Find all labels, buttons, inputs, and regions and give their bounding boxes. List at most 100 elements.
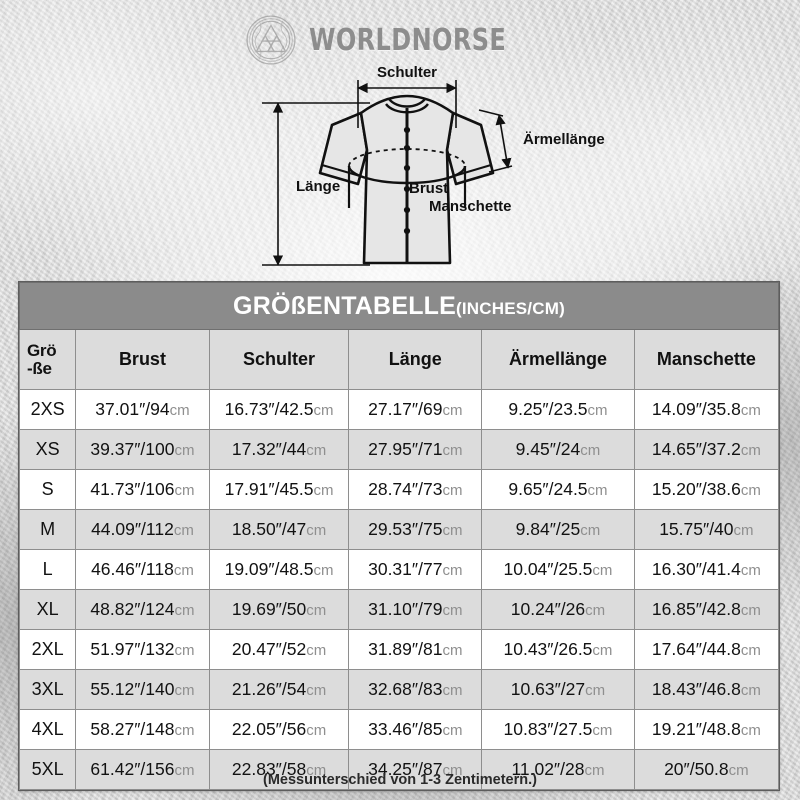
unit-shoulder: cm: [306, 722, 327, 739]
value-length: 28.74″/73: [368, 479, 443, 499]
cell-cuff: 19.21″/48.8cm: [633, 709, 780, 750]
unit-sleeve: cm: [584, 762, 605, 779]
cell-sleeve: 10.04″/25.5cm: [481, 549, 635, 590]
table-row: L 46.46″/118cm 19.09″/48.5cm 30.31″/77cm 10.…: [18, 549, 780, 590]
cell-sleeve: 10.43″/26.5cm: [481, 629, 635, 670]
cell-length: 30.31″/77cm: [348, 549, 483, 590]
value-chest: 51.97″/132: [90, 639, 175, 659]
column-header-size: Grö -ße: [18, 329, 77, 390]
value-chest: 55.12″/140: [90, 679, 175, 699]
table-row: 4XL 58.27″/148cm 22.05″/56cm 33.46″/85cm 10.…: [18, 709, 780, 750]
cell-chest: 51.97″/132cm: [75, 629, 210, 670]
column-header-chest: Brust: [75, 329, 210, 390]
cell-sleeve: 9.65″/24.5cm: [481, 469, 635, 510]
cell-cuff: 18.43″/46.8cm: [633, 669, 780, 710]
cell-chest: 39.37″/100cm: [75, 429, 210, 470]
value-shoulder: 19.69″/50: [231, 599, 307, 619]
column-header-shoulder: Schulter: [208, 329, 350, 390]
unit-cuff: cm: [740, 562, 761, 579]
value-chest: 41.73″/106: [90, 479, 175, 499]
column-header-length: Länge: [348, 329, 483, 390]
value-length: 29.53″/75: [368, 519, 443, 539]
unit-shoulder: cm: [306, 762, 327, 779]
size-table: GRÖßENTABELLE(INCHES/CM) Grö -ße Brust Sc…: [18, 282, 780, 790]
unit-sleeve: cm: [585, 602, 606, 619]
value-shoulder: 17.91″/45.5: [224, 479, 314, 499]
value-sleeve: 10.24″/26: [510, 599, 586, 619]
unit-length: cm: [442, 722, 463, 739]
value-shoulder: 17.32″/44: [231, 439, 307, 459]
shirt-measurement-diagram: Schulter Länge Ärmellänge Brust Manschet…: [240, 58, 640, 278]
value-cuff: 15.20″/38.6: [651, 479, 741, 499]
cell-length: 29.53″/75cm: [348, 509, 483, 550]
unit-cuff: cm: [740, 442, 761, 459]
cell-size: 5XL: [18, 749, 77, 790]
diagram-label-length: Länge: [296, 178, 340, 195]
cell-sleeve: 9.45″/24cm: [481, 429, 635, 470]
table-body: 2XS 37.01″/94cm 16.73″/42.5cm 27.17″/69cm 9.…: [18, 389, 780, 790]
cell-length: 34.25″/87cm: [348, 749, 483, 790]
value-cuff: 20″/50.8: [664, 759, 729, 779]
cell-shoulder: 20.47″/52cm: [208, 629, 350, 670]
value-length: 31.10″/79: [368, 599, 443, 619]
unit-length: cm: [442, 522, 463, 539]
value-length: 27.17″/69: [368, 399, 443, 419]
value-shoulder: 19.09″/48.5: [224, 559, 314, 579]
cell-shoulder: 16.73″/42.5cm: [208, 389, 350, 430]
cell-size: L: [18, 549, 77, 590]
cell-shoulder: 19.69″/50cm: [208, 589, 350, 630]
table-title-unit: (INCHES/CM): [456, 298, 565, 318]
diagram-label-sleeve-length: Ärmellänge: [523, 131, 605, 148]
unit-shoulder: cm: [313, 402, 334, 419]
value-chest: 46.46″/118: [91, 559, 174, 579]
cell-cuff: 15.75″/40cm: [633, 509, 780, 550]
cell-chest: 58.27″/148cm: [75, 709, 210, 750]
cell-sleeve: 9.25″/23.5cm: [481, 389, 635, 430]
cell-size: M: [18, 509, 77, 550]
value-shoulder: 16.73″/42.5: [224, 399, 314, 419]
cell-shoulder: 22.83″/58cm: [208, 749, 350, 790]
table-row: M 44.09″/112cm 18.50″/47cm 29.53″/75cm 9.84″…: [18, 509, 780, 550]
value-sleeve: 10.43″/26.5: [503, 639, 593, 659]
cell-sleeve: 9.84″/25cm: [481, 509, 635, 550]
table-row: 2XS 37.01″/94cm 16.73″/42.5cm 27.17″/69cm 9.…: [18, 389, 780, 430]
value-chest: 44.09″/112: [91, 519, 174, 539]
value-chest: 58.27″/148: [90, 719, 175, 739]
size-head-line1: Grö: [27, 340, 57, 360]
value-cuff: 16.30″/41.4: [651, 559, 741, 579]
table-title-row: GRÖßENTABELLE(INCHES/CM): [19, 282, 779, 330]
value-sleeve: 10.83″/27.5: [503, 719, 593, 739]
unit-shoulder: cm: [306, 682, 327, 699]
cell-length: 32.68″/83cm: [348, 669, 483, 710]
brand-wordmark: WORLDNORSE: [308, 22, 506, 58]
value-shoulder: 18.50″/47: [231, 519, 307, 539]
cell-shoulder: 18.50″/47cm: [208, 509, 350, 550]
cell-size: S: [18, 469, 77, 510]
unit-chest: cm: [173, 562, 194, 579]
cell-shoulder: 17.32″/44cm: [208, 429, 350, 470]
unit-cuff: cm: [740, 402, 761, 419]
unit-shoulder: cm: [306, 642, 327, 659]
unit-cuff: cm: [728, 762, 749, 779]
cell-size: 3XL: [18, 669, 77, 710]
diagram-label-chest: Brust: [409, 180, 448, 197]
cell-chest: 55.12″/140cm: [75, 669, 210, 710]
unit-chest: cm: [174, 722, 195, 739]
cell-chest: 44.09″/112cm: [75, 509, 210, 550]
unit-cuff: cm: [733, 522, 754, 539]
value-chest: 48.82″/124: [90, 599, 175, 619]
value-cuff: 18.43″/46.8: [651, 679, 741, 699]
value-sleeve: 10.04″/25.5: [503, 559, 593, 579]
unit-cuff: cm: [740, 722, 761, 739]
table-row: 3XL 55.12″/140cm 21.26″/54cm 32.68″/83cm 10.…: [18, 669, 780, 710]
cell-size: XL: [18, 589, 77, 630]
value-chest: 39.37″/100: [90, 439, 175, 459]
unit-length: cm: [442, 402, 463, 419]
diagram-label-cuff: Manschette: [429, 198, 512, 215]
unit-sleeve: cm: [587, 482, 608, 499]
value-cuff: 19.21″/48.8: [651, 719, 741, 739]
cell-chest: 46.46″/118cm: [75, 549, 210, 590]
unit-sleeve: cm: [580, 522, 601, 539]
unit-chest: cm: [169, 402, 190, 419]
